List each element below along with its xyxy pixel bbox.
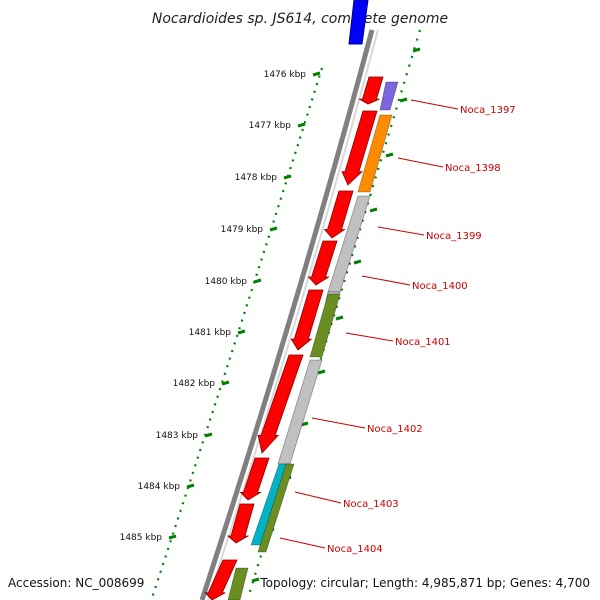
cds-arrow: [341, 110, 378, 186]
cds-arrow: [239, 457, 270, 501]
gene-labels: Noca_1397 Noca_1398 Noca_1399 Noca_1400 Noca…: [279, 99, 516, 555]
gene-label: Noca_1398: [445, 163, 501, 174]
gene-label: Noca_1403: [343, 499, 399, 510]
ruler-tick-label: 1478 kbp: [235, 173, 278, 183]
cds-arrow: [226, 503, 255, 544]
backbone-line: [199, 29, 375, 600]
gene-label: Noca_1399: [426, 231, 482, 242]
ruler-tick-label: 1484 kbp: [138, 482, 181, 492]
gene-label: Noca_1397: [460, 105, 516, 116]
gene-label: Noca_1402: [367, 424, 423, 435]
outer-tick: [300, 421, 309, 427]
ruler-tick-label: 1481 kbp: [189, 328, 232, 338]
outer-tick: [385, 152, 394, 158]
ruler-tick: [253, 278, 262, 284]
gene-leader-line: [410, 99, 459, 110]
ruler-tick: [237, 329, 246, 335]
gene-leader-line: [361, 275, 411, 286]
ruler-tick-label: 1480 kbp: [205, 277, 248, 287]
gene-leader-line: [279, 537, 326, 549]
cds-arrow: [323, 190, 354, 239]
gene-leader-line: [377, 226, 425, 236]
ruler-tick: [297, 122, 306, 128]
cds-arrow: [357, 76, 384, 105]
gene-feature: [227, 567, 249, 600]
gene-feature: [257, 463, 295, 553]
gene-leader-line: [397, 157, 444, 168]
blue-feature: [348, 0, 369, 45]
ruler-tick-label: 1479 kbp: [221, 225, 264, 235]
ruler-tick: [283, 174, 292, 180]
outer-tick: [412, 47, 421, 53]
cds-arrow: [290, 289, 324, 351]
cds-arrow: [307, 240, 338, 286]
cds-arrow: [204, 559, 238, 600]
outer-tick: [317, 369, 326, 375]
topology-text: Topology: circular; Length: 4,985,871 bp…: [259, 576, 590, 590]
ruler-tick-label: 1482 kbp: [173, 379, 216, 389]
gene-leader-line: [311, 417, 366, 429]
ruler-tick-label: 1483 kbp: [156, 431, 199, 441]
cds-arrow: [257, 354, 304, 454]
outer-tick: [399, 97, 408, 103]
map-title: Nocardioides sp. JS614, complete genome: [152, 11, 448, 27]
gene-label: Noca_1401: [395, 337, 451, 348]
outer-tick: [369, 207, 378, 213]
ruler-tick: [186, 483, 195, 489]
ruler-tick: [204, 432, 213, 438]
ruler-tick: [168, 534, 177, 540]
ruler-tick: [312, 71, 321, 77]
ruler-tick: [221, 380, 230, 386]
gene-feature: [309, 293, 341, 358]
gene-label: Noca_1404: [327, 544, 383, 555]
ruler-tick-label: 1485 kbp: [120, 533, 163, 543]
gene-leader-line: [345, 332, 394, 342]
backbone-track: [199, 29, 379, 600]
gene-leader-line: [294, 491, 342, 504]
outer-tick: [251, 577, 260, 583]
gene-feature: [379, 81, 399, 111]
ruler-tick: [269, 226, 278, 232]
gene-label: Noca_1400: [412, 281, 468, 292]
accession-text: Accession: NC_008699: [8, 576, 144, 590]
outer-tick: [335, 315, 344, 321]
gene-feature: [357, 114, 393, 193]
ruler-tick-label: 1476 kbp: [264, 70, 307, 80]
backbone-shadow: [207, 29, 379, 600]
outer-tick: [353, 259, 362, 265]
ruler-tick-label: 1477 kbp: [249, 121, 292, 131]
feature-track: [204, 0, 399, 600]
